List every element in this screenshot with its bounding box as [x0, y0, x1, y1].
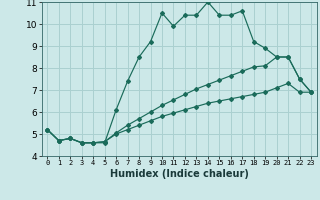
- X-axis label: Humidex (Indice chaleur): Humidex (Indice chaleur): [110, 169, 249, 179]
